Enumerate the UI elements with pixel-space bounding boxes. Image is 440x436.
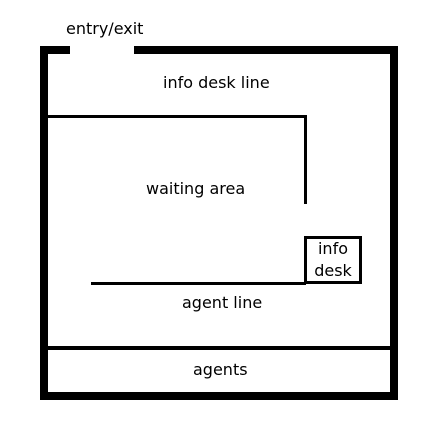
agents-divider [48, 346, 390, 350]
outer-wall-top-right [134, 46, 398, 54]
info-desk-line-label: info desk line [163, 73, 270, 92]
info-desk-line-partition-horizontal [48, 115, 307, 118]
info-desk-label-line1: info [317, 239, 348, 258]
info-desk-line-partition-vertical [304, 115, 307, 204]
outer-wall-bottom [40, 392, 398, 400]
entry-exit-label: entry/exit [66, 19, 144, 38]
info-desk: info desk [304, 236, 362, 284]
outer-wall-left [40, 46, 48, 400]
info-desk-label-line2: desk [314, 261, 352, 280]
waiting-area-label: waiting area [146, 179, 246, 198]
agent-line-partition [91, 282, 306, 285]
outer-wall-right [390, 46, 398, 400]
agents-label: agents [193, 360, 248, 379]
outer-wall-top-left [40, 46, 70, 54]
agent-line-label: agent line [182, 293, 263, 312]
